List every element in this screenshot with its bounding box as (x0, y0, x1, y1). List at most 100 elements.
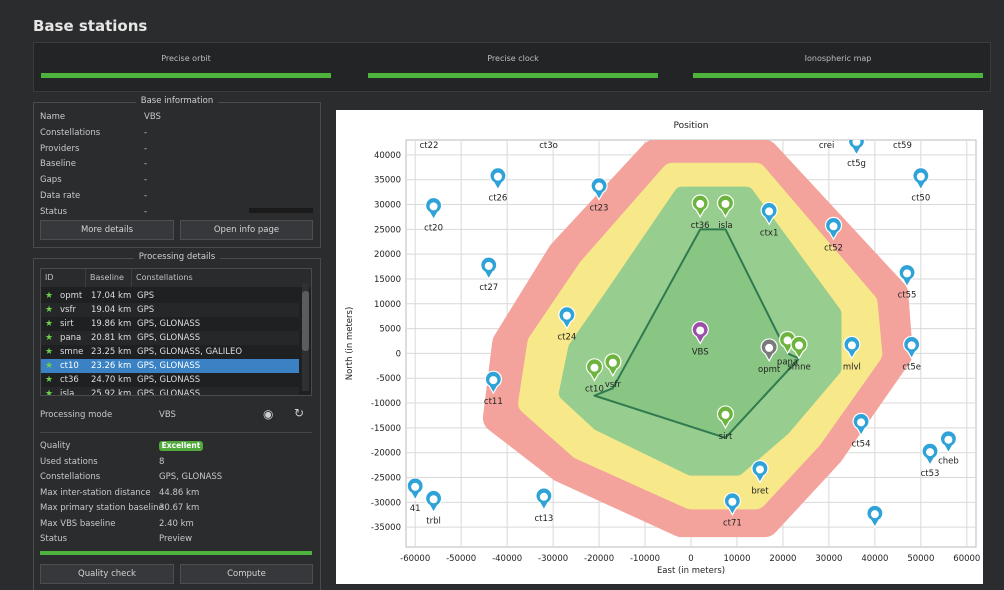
base-info-value: - (144, 206, 148, 217)
open-info-page-button[interactable]: Open info page (180, 220, 313, 240)
station-label: ct26 (489, 194, 508, 204)
station-label: ct5e (902, 362, 921, 372)
base-information-list: Name VBS Constellations - Providers - Baseline… (40, 112, 310, 217)
x-tick-label: -20000 (584, 554, 614, 564)
station-label: ct24 (557, 333, 576, 343)
quality-check-button[interactable]: Quality check (40, 564, 174, 584)
star-icon: ★ (45, 305, 54, 315)
cell-baseline: 23.26 km (91, 361, 132, 371)
table-row[interactable]: ★ ct10 23.26 km GPS, GLONASS (41, 359, 299, 373)
page-title: Base stations (33, 17, 148, 35)
processing-mode-value[interactable]: VBS (159, 410, 176, 420)
table-scrollbar[interactable] (302, 283, 309, 391)
x-tick-label: 60000 (953, 554, 980, 564)
station-bret-marker-dot (755, 465, 764, 474)
station-sirt-marker-dot (721, 410, 730, 419)
column-header-baseline[interactable]: Baseline (86, 269, 132, 287)
cell-const: GPS, GLONASS, GALILEO (137, 347, 243, 357)
star-icon: ★ (45, 375, 54, 385)
cell-baseline: 23.25 km (91, 347, 132, 357)
base-info-key: Gaps (40, 175, 62, 186)
eye-icon[interactable]: ◉ (263, 407, 274, 421)
table-row[interactable]: ★ isla 25.92 km GPS, GLONASS (41, 387, 299, 396)
divider (40, 432, 312, 433)
station-vsfr-marker-dot (608, 358, 617, 367)
column-header-id[interactable]: ID (41, 269, 86, 287)
y-tick-label: -5000 (376, 374, 401, 384)
cell-baseline: 20.81 km (91, 333, 132, 343)
y-tick-label: 35000 (374, 176, 401, 186)
compute-button[interactable]: Compute (180, 564, 313, 584)
station-ct24-marker-dot (562, 311, 571, 320)
station-label: 41 (410, 504, 421, 514)
station-label: ct36 (691, 221, 710, 231)
status-progress (40, 551, 312, 555)
table-row[interactable]: ★ smne 23.25 km GPS, GLONASS, GALILEO (41, 345, 299, 359)
y-tick-label: -25000 (371, 474, 401, 484)
station-label: ct23 (590, 204, 609, 214)
station-isla-marker-dot (721, 199, 730, 208)
station-ct3o-marker[interactable] (541, 113, 557, 135)
station-ct5g-marker[interactable] (847, 133, 866, 157)
position-chart[interactable]: -60000 -50000 -40000 -30000 -20000 -10000 0 100… (336, 110, 983, 584)
y-tick-label: 40000 (374, 151, 401, 161)
station-ct26-marker-dot (493, 172, 502, 181)
column-header-constellations[interactable]: Constellations (132, 269, 311, 287)
station-label: mlvl (843, 362, 861, 372)
station-ct23-marker-dot (595, 182, 604, 191)
star-icon: ★ (45, 389, 54, 396)
station-ct10-marker-dot (590, 363, 599, 372)
x-tick-label: 10000 (723, 554, 750, 564)
station-crei-marker[interactable] (819, 113, 835, 135)
star-icon: ★ (45, 333, 54, 343)
station-label: bret (751, 486, 769, 496)
station-ctx1-marker-dot (765, 207, 774, 216)
station-ct22-marker-dot (425, 113, 433, 121)
more-details-button[interactable]: More details (40, 220, 174, 240)
y-tick-label: 10000 (374, 300, 401, 310)
quality-summary: Quality Used stations 8 Constellations GPS, … (40, 441, 312, 546)
quality-value: 44.86 km (159, 487, 200, 498)
x-tick-label: 20000 (769, 554, 796, 564)
station-label: pana (777, 357, 798, 367)
station-label: opmt (758, 365, 781, 375)
precise-orbit-fill (41, 73, 331, 78)
station-ct13-marker-dot (539, 492, 548, 501)
cell-baseline: 25.92 km (91, 389, 132, 396)
x-tick-label: 0 (688, 554, 693, 564)
table-row[interactable]: ★ ct36 24.70 km GPS, GLONASS (41, 373, 299, 387)
station-ct59-marker[interactable] (894, 110, 910, 130)
station-label: ct55 (898, 290, 917, 300)
scrollbar-thumb[interactable] (302, 291, 309, 351)
quality-key: Max VBS baseline (40, 518, 116, 529)
precise-products-bar: Precise orbit Precise clock Ionospheric … (33, 42, 991, 92)
table-row[interactable]: ★ opmt 17.04 km GPS (41, 289, 299, 303)
station-ct3o-marker-dot (545, 118, 553, 126)
cell-id: ct10 (60, 361, 79, 371)
station-label: ct13 (534, 514, 553, 524)
vbs-marker-dot (696, 326, 705, 335)
star-icon: ★ (45, 291, 54, 301)
base-info-key: Status (40, 206, 68, 217)
cell-id: isla (60, 389, 75, 396)
table-row[interactable]: ★ pana 20.81 km GPS, GLONASS (41, 331, 299, 345)
x-tick-label: -50000 (446, 554, 476, 564)
base-info-value: - (144, 143, 148, 154)
station-label: ct10 (585, 385, 604, 395)
base-info-key: Baseline (40, 159, 77, 170)
cell-baseline: 19.04 km (91, 305, 132, 315)
processing-details-panel: Processing details (33, 252, 321, 590)
cell-id: sirt (60, 319, 74, 329)
cell-const: GPS (137, 305, 155, 315)
table-row[interactable]: ★ sirt 19.86 km GPS, GLONASS (41, 317, 299, 331)
ionospheric-map-progress: Ionospheric map (693, 43, 983, 93)
x-tick-label: -60000 (400, 554, 430, 564)
quality-value: 2.40 km (159, 518, 194, 529)
station-ct22-marker[interactable] (421, 110, 437, 130)
station-ct59-marker-dot (898, 113, 906, 121)
refresh-icon[interactable]: ↻ (294, 406, 305, 420)
stations-table[interactable]: ID Baseline Constellations ★ opmt 17.04 km… (40, 268, 312, 396)
station-crei-marker-dot (823, 118, 831, 126)
table-row[interactable]: ★ vsfr 19.04 km GPS (41, 303, 299, 317)
precise-clock-fill (368, 73, 658, 78)
